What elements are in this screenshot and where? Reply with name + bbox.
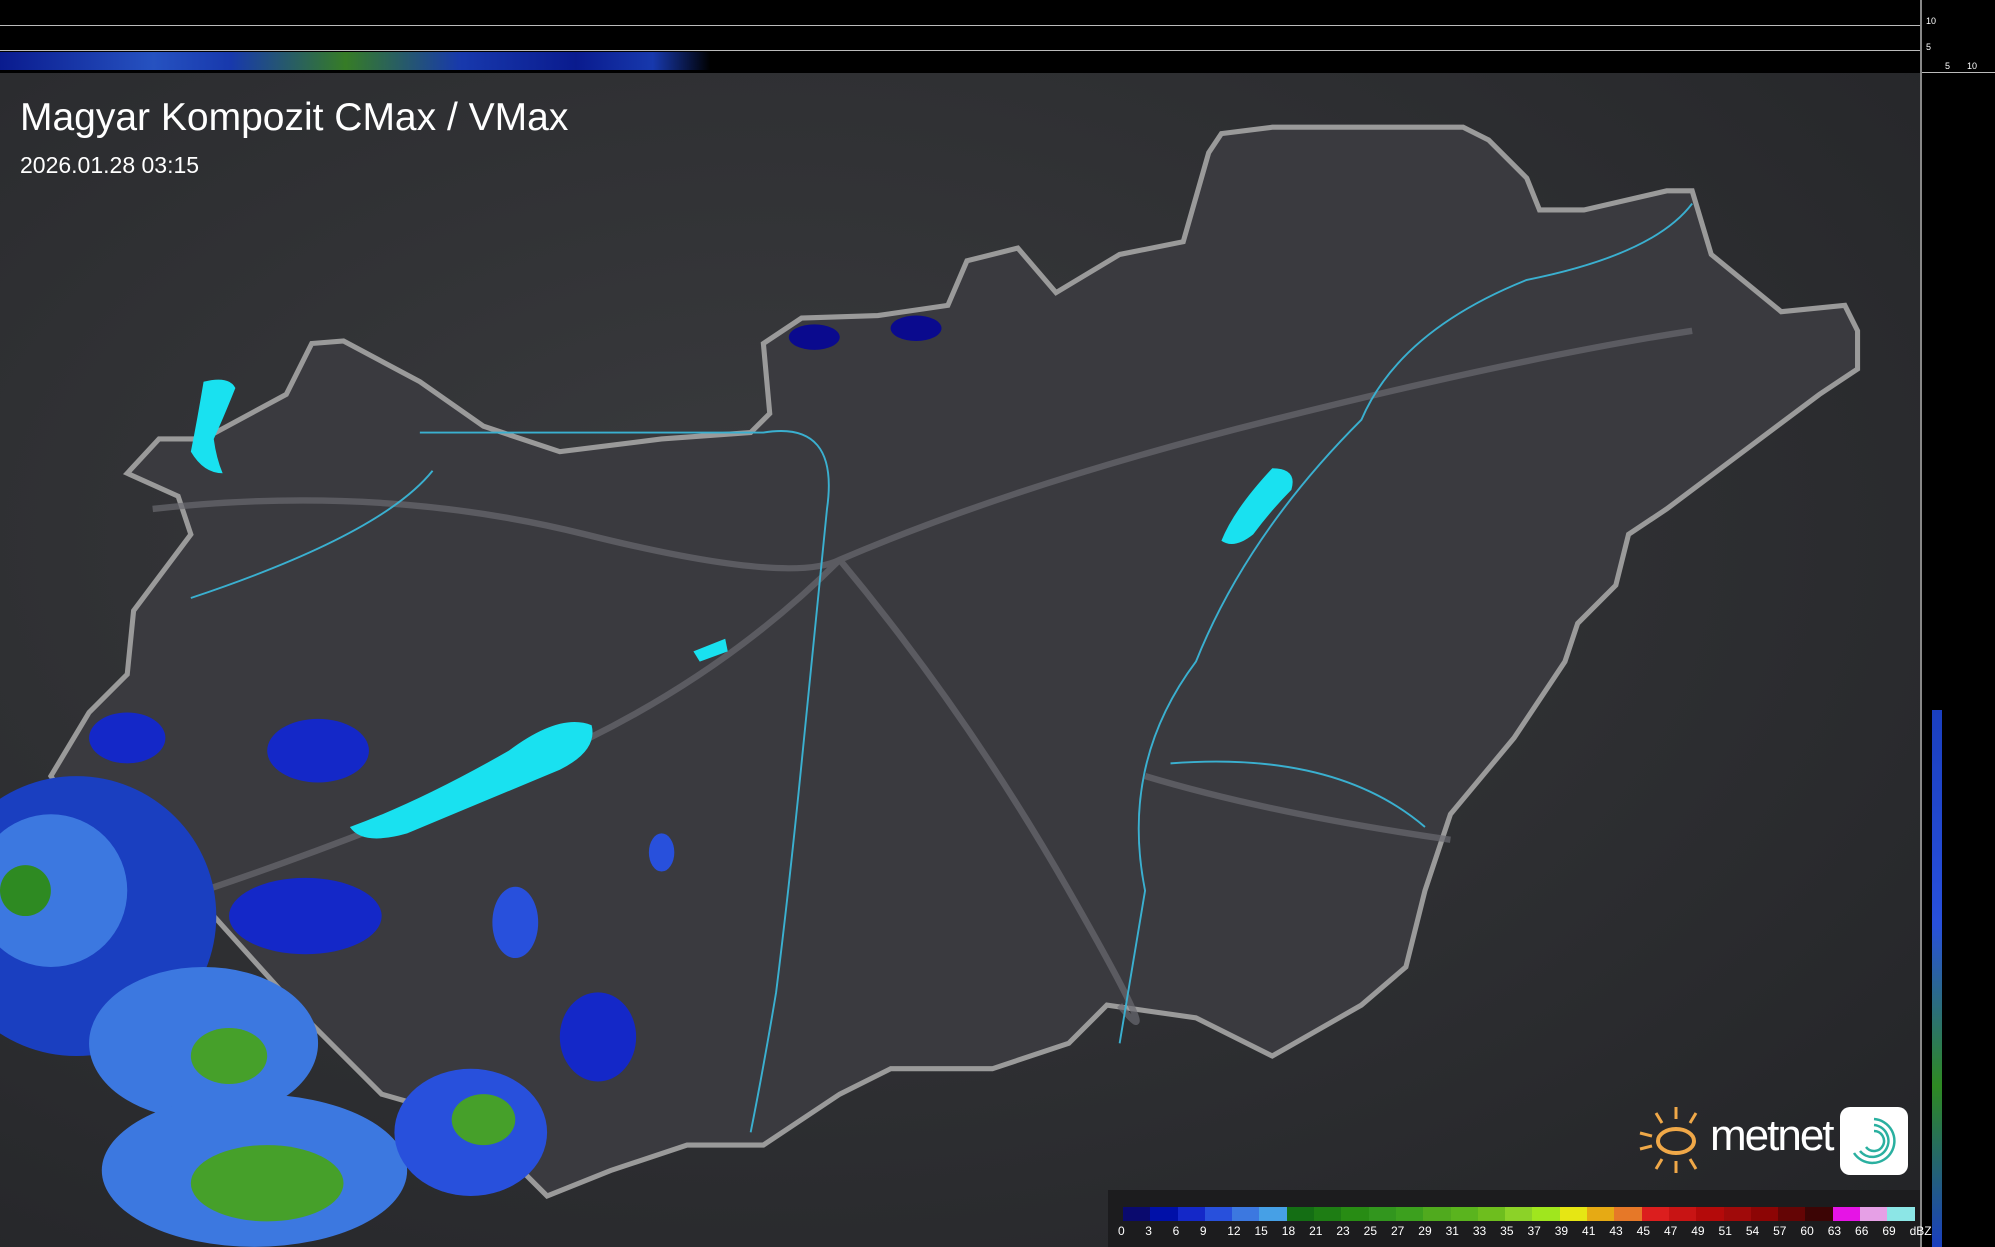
legend-swatch — [1123, 1207, 1151, 1221]
legend-swatch — [1750, 1207, 1779, 1221]
legend-swatch — [1805, 1207, 1833, 1221]
legend-swatch — [1614, 1207, 1642, 1221]
top-profile-data — [0, 52, 1920, 70]
legend-label: 21 — [1309, 1224, 1323, 1238]
legend-swatch — [1832, 1207, 1861, 1221]
legend-swatch — [1668, 1207, 1697, 1221]
legend-label: 47 — [1663, 1224, 1678, 1238]
grid-line — [1922, 72, 1995, 73]
rivers — [190, 202, 1693, 1133]
legend-label: 54 — [1745, 1224, 1760, 1238]
legend-label: 37 — [1527, 1224, 1541, 1238]
legend-swatch — [1723, 1207, 1751, 1221]
legend-swatch — [1177, 1207, 1205, 1221]
grid-line — [0, 25, 1920, 26]
legend-label: 31 — [1445, 1224, 1459, 1238]
legend-swatch — [1477, 1207, 1506, 1221]
legend-swatch — [1423, 1207, 1451, 1221]
legend-swatch — [1532, 1207, 1560, 1221]
map-timestamp: 2026.01.28 03:15 — [20, 152, 200, 178]
legend-swatch — [1395, 1207, 1424, 1221]
legend-swatch — [1778, 1207, 1806, 1221]
legend-label: 51 — [1718, 1224, 1732, 1238]
legend-swatch — [1204, 1207, 1233, 1221]
panel-divider — [1920, 0, 1922, 1247]
legend-label: 12 — [1227, 1224, 1241, 1238]
legend-label: 9 — [1199, 1224, 1207, 1238]
legend-swatch — [1587, 1207, 1615, 1221]
legend-label: 49 — [1691, 1224, 1705, 1238]
legend-label: 66 — [1855, 1224, 1869, 1238]
legend-swatch — [1860, 1207, 1888, 1221]
lake-ferto — [190, 379, 236, 474]
metnet-logo: metnet — [1636, 1103, 1912, 1175]
legend-label: 3 — [1145, 1224, 1152, 1238]
color-legend: 0 3 6 9 12 15 18 21 23 25 27 29 31 33 35 37 39 41 43 45 47 49… — [1108, 1190, 1932, 1247]
legend-label: 41 — [1582, 1224, 1596, 1238]
legend-label: 57 — [1773, 1224, 1787, 1238]
v-tick: 10 — [1926, 16, 1937, 26]
country-border — [47, 124, 1861, 1199]
logo-text: metnet — [1710, 1111, 1835, 1160]
legend-swatch — [1368, 1207, 1396, 1221]
legend-swatch — [1887, 1207, 1915, 1221]
h-tick: 5 — [1945, 61, 1951, 71]
grid-line — [0, 50, 1920, 51]
legend-label: 33 — [1472, 1224, 1487, 1238]
legend-labels: 0 3 6 9 12 15 18 21 23 25 27 29 31 33 35 37 39 41 43 45 47 49… — [1118, 1224, 1937, 1238]
side-profile-panel: 10 5 5 10 — [1922, 0, 1995, 1247]
legend-swatch — [1450, 1207, 1478, 1221]
legend-label: 25 — [1363, 1224, 1378, 1238]
legend-label: 35 — [1500, 1224, 1514, 1238]
legend-swatch — [1232, 1207, 1260, 1221]
legend-label: 18 — [1281, 1224, 1296, 1238]
legend-swatch — [1314, 1207, 1342, 1221]
legend-label: 23 — [1336, 1224, 1350, 1238]
swirl-icon — [1840, 1107, 1908, 1175]
radar-map[interactable] — [0, 73, 1920, 1247]
legend-label: 0 — [1118, 1224, 1125, 1238]
legend-label: 69 — [1882, 1224, 1896, 1238]
legend-label: 43 — [1609, 1224, 1623, 1238]
legend-label: 63 — [1827, 1224, 1842, 1238]
map-layer — [0, 124, 1861, 1247]
legend-swatch — [1696, 1207, 1724, 1221]
legend-swatch — [1150, 1207, 1178, 1221]
lake-balaton — [349, 722, 593, 839]
v-tick: 5 — [1926, 42, 1932, 52]
legend-swatch — [1505, 1207, 1533, 1221]
lakes — [190, 379, 1293, 839]
legend-label: 27 — [1390, 1224, 1405, 1238]
legend-colorbar — [1123, 1207, 1915, 1221]
sun-icon — [1639, 1107, 1698, 1173]
lake-tisza — [1221, 468, 1293, 545]
legend-unit: dBZ — [1909, 1224, 1932, 1238]
legend-label: 60 — [1800, 1224, 1814, 1238]
legend-label: 45 — [1636, 1224, 1650, 1238]
legend-swatch — [1641, 1207, 1669, 1221]
legend-label: 15 — [1254, 1224, 1268, 1238]
legend-swatch — [1559, 1207, 1588, 1221]
legend-label: 29 — [1418, 1224, 1432, 1238]
legend-swatch — [1286, 1207, 1315, 1221]
legend-swatch — [1341, 1207, 1369, 1221]
top-profile-panel — [0, 0, 1920, 72]
legend-label: 6 — [1172, 1224, 1180, 1238]
legend-swatch — [1259, 1207, 1287, 1221]
h-tick: 10 — [1967, 61, 1978, 71]
radar-echoes — [0, 315, 942, 1247]
map-title: Magyar Kompozit CMax / VMax — [20, 96, 569, 139]
legend-label: 39 — [1554, 1224, 1569, 1238]
side-profile-data — [1932, 710, 1942, 1247]
